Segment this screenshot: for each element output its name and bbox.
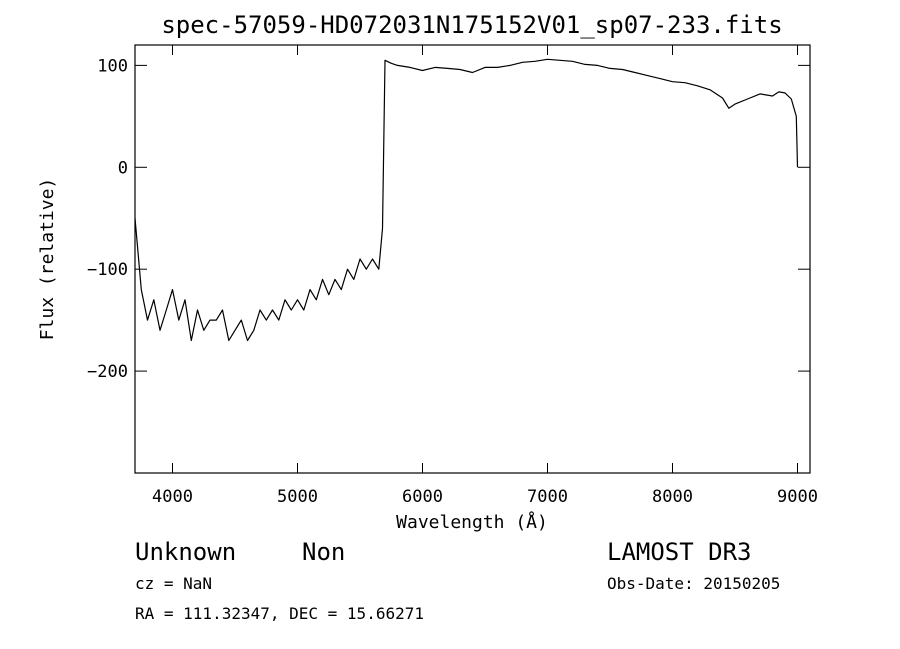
object-subclass: Non	[302, 538, 346, 566]
x-tick-label: 9000	[777, 487, 818, 507]
chart-title: spec-57059-HD072031N175152V01_sp07-233.f…	[161, 11, 782, 39]
y-tick-label: 0	[118, 158, 128, 178]
y-axis-label: Flux (relative)	[37, 178, 58, 341]
series-layer	[134, 58, 799, 342]
x-tick-label: 4000	[152, 487, 193, 507]
y-tick-label: 100	[97, 56, 128, 76]
x-tick-label: 6000	[402, 487, 443, 507]
x-tick-label: 7000	[527, 487, 568, 507]
series-line-flux	[134, 58, 799, 342]
x-tick-label: 8000	[652, 487, 693, 507]
y-tick-label: −100	[87, 260, 128, 280]
y-tick-label: −200	[87, 362, 128, 382]
object-class: Unknown	[135, 538, 237, 566]
y-axis: 100 0 −100 −200	[87, 56, 810, 382]
redshift-label: cz = NaN	[135, 574, 213, 593]
obs-date-label: Obs-Date: 20150205	[607, 574, 781, 593]
coordinates-label: RA = 111.32347, DEC = 15.66271	[135, 604, 424, 623]
x-axis-label: Wavelength (Å)	[396, 511, 548, 533]
x-axis: 4000 5000 6000 7000 8000 9000	[152, 45, 818, 507]
survey-label: LAMOST DR3	[607, 538, 752, 566]
plot-frame	[134, 44, 811, 474]
x-tick-label: 5000	[277, 487, 318, 507]
